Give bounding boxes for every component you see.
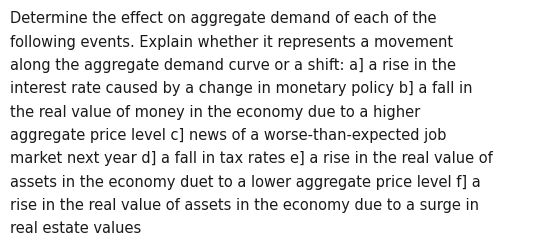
Text: aggregate price level c] news of a worse-than-expected job: aggregate price level c] news of a worse… xyxy=(10,128,446,142)
Text: market next year d] a fall in tax rates e] a rise in the real value of: market next year d] a fall in tax rates … xyxy=(10,151,493,166)
Text: assets in the economy duet to a lower aggregate price level f] a: assets in the economy duet to a lower ag… xyxy=(10,174,481,189)
Text: Determine the effect on aggregate demand of each of the: Determine the effect on aggregate demand… xyxy=(10,11,436,26)
Text: real estate values: real estate values xyxy=(10,220,141,236)
Text: rise in the real value of assets in the economy due to a surge in: rise in the real value of assets in the … xyxy=(10,197,479,212)
Text: interest rate caused by a change in monetary policy b] a fall in: interest rate caused by a change in mone… xyxy=(10,81,473,96)
Text: along the aggregate demand curve or a shift: a] a rise in the: along the aggregate demand curve or a sh… xyxy=(10,58,456,73)
Text: following events. Explain whether it represents a movement: following events. Explain whether it rep… xyxy=(10,34,453,50)
Text: the real value of money in the economy due to a higher: the real value of money in the economy d… xyxy=(10,104,420,119)
